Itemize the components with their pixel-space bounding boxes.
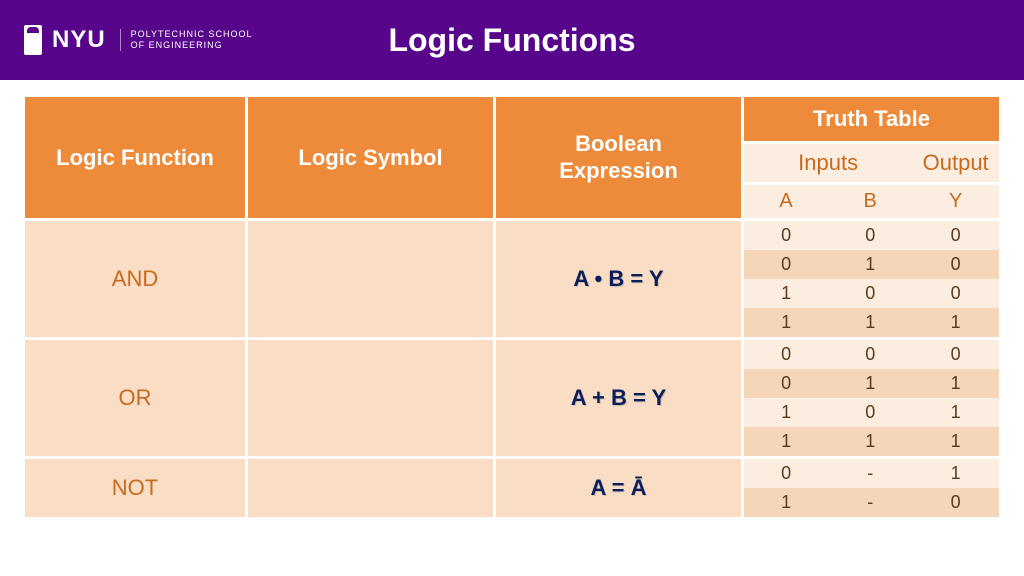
truth-value-A: 1 <box>744 488 828 517</box>
truth-table-label: Truth Table <box>813 106 930 131</box>
truth-value-Y: 0 <box>912 488 999 517</box>
col-A: A <box>744 185 828 218</box>
table-container: Logic Function Logic Symbol Boolean Expr… <box>0 80 1024 520</box>
page-title: Logic Functions <box>388 22 635 59</box>
truth-table-cell: 000011101111 <box>744 340 999 456</box>
truth-value-A: 1 <box>744 398 828 427</box>
truth-table-inner: 000011101111 <box>744 340 999 456</box>
col-logic-symbol: Logic Symbol <box>248 97 493 218</box>
truth-row: 101 <box>744 398 999 427</box>
truth-value-B: 0 <box>828 279 912 308</box>
col-boolean-expr-l1: Boolean <box>575 131 662 156</box>
truth-value-Y: 1 <box>912 427 999 456</box>
truth-value-A: 0 <box>744 250 828 279</box>
truth-value-Y: 0 <box>912 340 999 369</box>
table-row: ORA + B = Y000011101111 <box>25 340 999 456</box>
header-row-1: Logic Function Logic Symbol Boolean Expr… <box>25 97 999 141</box>
school-text: POLYTECHNIC SCHOOL OF ENGINEERING <box>120 29 253 51</box>
col-truth-table: Truth Table <box>744 97 999 141</box>
truth-row: 000 <box>744 340 999 369</box>
col-Y: Y <box>912 185 999 218</box>
table-row: NOTA = Ā0-11-0 <box>25 459 999 517</box>
truth-row: 111 <box>744 427 999 456</box>
logic-function-cell: OR <box>25 340 245 456</box>
col-boolean-expr-l2: Expression <box>559 158 678 183</box>
truth-value-B: 1 <box>828 308 912 337</box>
truth-value-A: 0 <box>744 459 828 488</box>
truth-row: 0-1 <box>744 459 999 488</box>
output-label: Output <box>912 144 999 182</box>
truth-value-B: - <box>828 488 912 517</box>
truth-row: 111 <box>744 308 999 337</box>
truth-value-A: 0 <box>744 340 828 369</box>
table-row: ANDA • B = Y000010100111 <box>25 221 999 337</box>
truth-value-Y: 1 <box>912 369 999 398</box>
truth-row: 100 <box>744 279 999 308</box>
truth-table-cell: 000010100111 <box>744 221 999 337</box>
brand-text: NYU <box>52 26 106 54</box>
col-logic-function: Logic Function <box>25 97 245 218</box>
truth-value-A: 0 <box>744 221 828 250</box>
logic-symbol-cell <box>248 459 493 517</box>
truth-value-B: 1 <box>828 369 912 398</box>
truth-value-B: 0 <box>828 221 912 250</box>
tt-aby-table: A B Y <box>744 185 999 218</box>
logic-table: Logic Function Logic Symbol Boolean Expr… <box>22 94 1002 520</box>
tt-subheader-cell: Inputs Output <box>744 144 999 182</box>
truth-table-inner: 0-11-0 <box>744 459 999 517</box>
school-line2: OF ENGINEERING <box>131 40 253 51</box>
truth-value-B: 0 <box>828 340 912 369</box>
truth-table-inner: 000010100111 <box>744 221 999 337</box>
truth-value-B: 0 <box>828 398 912 427</box>
truth-value-B: 1 <box>828 427 912 456</box>
inputs-label: Inputs <box>744 144 912 182</box>
logic-function-cell: NOT <box>25 459 245 517</box>
truth-value-Y: 1 <box>912 308 999 337</box>
truth-value-A: 0 <box>744 369 828 398</box>
truth-row: 000 <box>744 221 999 250</box>
truth-value-B: 1 <box>828 250 912 279</box>
truth-value-A: 1 <box>744 279 828 308</box>
school-line1: POLYTECHNIC SCHOOL <box>131 29 253 40</box>
truth-row: 010 <box>744 250 999 279</box>
boolean-expression-cell: A = Ā <box>496 459 741 517</box>
logic-symbol-cell <box>248 221 493 337</box>
truth-value-Y: 0 <box>912 221 999 250</box>
col-B: B <box>828 185 912 218</box>
truth-value-Y: 1 <box>912 398 999 427</box>
truth-value-Y: 0 <box>912 250 999 279</box>
truth-table-cell: 0-11-0 <box>744 459 999 517</box>
logo-block: NYU POLYTECHNIC SCHOOL OF ENGINEERING <box>24 25 253 55</box>
boolean-expression-cell: A • B = Y <box>496 221 741 337</box>
truth-value-B: - <box>828 459 912 488</box>
logic-symbol-cell <box>248 340 493 456</box>
truth-value-A: 1 <box>744 427 828 456</box>
truth-row: 1-0 <box>744 488 999 517</box>
tt-aby-cell: A B Y <box>744 185 999 218</box>
logic-function-cell: AND <box>25 221 245 337</box>
torch-icon <box>24 25 42 55</box>
truth-value-Y: 0 <box>912 279 999 308</box>
slide-header: NYU POLYTECHNIC SCHOOL OF ENGINEERING Lo… <box>0 0 1024 80</box>
boolean-expression-cell: A + B = Y <box>496 340 741 456</box>
truth-row: 011 <box>744 369 999 398</box>
truth-value-A: 1 <box>744 308 828 337</box>
col-boolean-expr: Boolean Expression <box>496 97 741 218</box>
tt-subheader-table: Inputs Output <box>744 144 999 182</box>
truth-value-Y: 1 <box>912 459 999 488</box>
